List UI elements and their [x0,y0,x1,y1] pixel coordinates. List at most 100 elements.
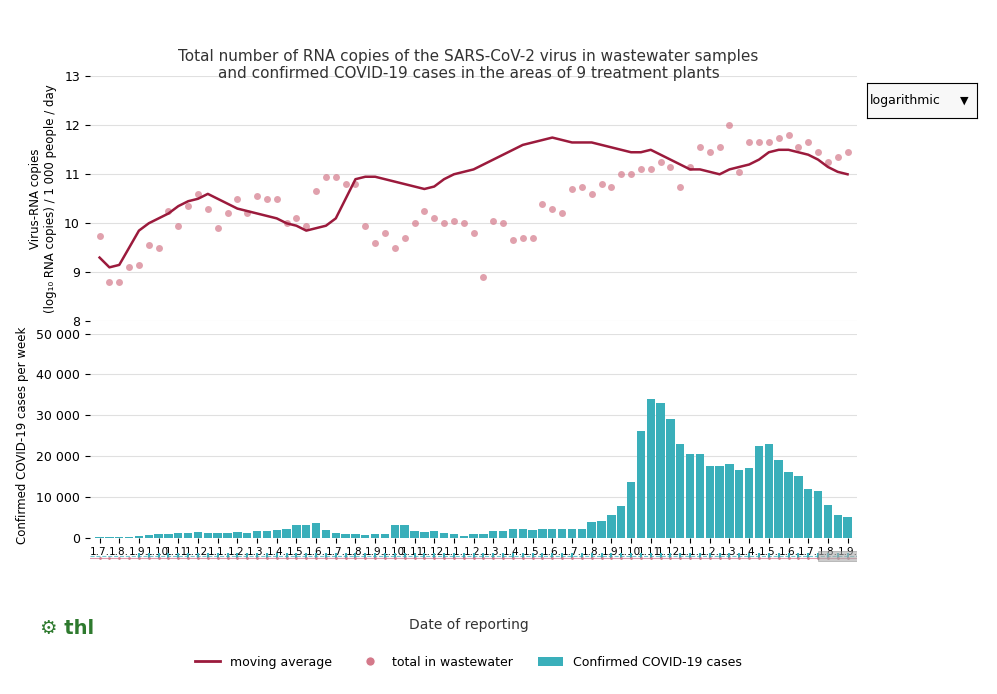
Point [554,208,570,219]
Bar [440,533,449,538]
Point [781,130,797,141]
Point [229,193,245,204]
Bar [233,532,241,538]
Point [259,193,275,204]
Point [151,242,166,253]
Bar [450,534,458,538]
Bar [420,532,429,538]
Bar [716,466,724,538]
Bar [765,443,773,538]
Bar [617,506,625,538]
Point [112,276,128,287]
Point [653,157,669,168]
Text: Date of reporting: Date of reporting [409,618,528,632]
Point [476,271,492,282]
Bar [332,533,340,538]
Bar [804,489,813,538]
Legend: moving average, total in wastewater, Confirmed COVID-19 cases: moving average, total in wastewater, Con… [190,651,747,674]
Bar [243,533,251,538]
Point [830,151,845,162]
Point [771,132,787,143]
Point [801,137,817,148]
Point [102,276,118,287]
Bar [145,535,153,538]
Bar [351,534,360,538]
Bar [272,530,281,538]
Point [583,188,599,199]
Bar [430,532,439,538]
Point [219,208,235,219]
Point [180,201,196,212]
Bar [548,529,556,538]
Bar [341,534,350,538]
Point [633,164,649,175]
Bar [637,432,645,538]
Point [524,232,540,244]
Bar [253,532,261,538]
Point [672,181,688,192]
Point [239,208,255,219]
Bar [706,466,714,538]
FancyBboxPatch shape [819,551,862,561]
Bar [686,454,694,538]
Point [436,218,452,229]
Bar [587,522,596,538]
Point [348,178,364,189]
Bar [282,530,291,538]
Bar [262,531,271,538]
Bar [745,468,754,538]
Bar [755,446,763,538]
Bar [203,533,212,538]
Point [613,169,629,180]
Bar [165,534,172,538]
Point [504,235,520,246]
Point [722,120,738,131]
Point [121,262,137,273]
Bar [213,533,222,538]
Bar [676,443,685,538]
Point [92,230,108,241]
Point [791,142,807,153]
Point [643,164,659,175]
Bar [814,491,823,538]
Point [544,203,560,214]
Bar [361,535,370,538]
Bar [656,403,665,538]
Point [466,228,482,239]
Point [741,137,757,148]
Point [486,215,501,226]
Point [692,142,708,153]
Point [417,205,433,217]
Point [357,220,373,231]
Bar [666,419,675,538]
Bar [302,525,310,538]
Bar [725,464,734,538]
Bar [735,471,744,538]
Point [603,181,619,192]
Bar [568,529,576,538]
Bar [401,525,409,538]
Point [662,162,678,173]
Point [170,220,186,231]
Point [456,218,472,229]
Point [190,188,206,199]
Point [839,146,855,158]
Point [446,215,462,226]
Bar [292,525,301,538]
Bar [371,534,379,538]
Bar [193,532,202,538]
Point [199,203,215,214]
Bar [607,515,615,538]
Bar [528,530,536,538]
Bar [470,534,478,538]
Point [593,178,609,189]
Bar [381,534,389,538]
Point [141,239,157,251]
Point [623,169,639,180]
Y-axis label: Virus-RNA copies
(log₁₀ RNA copies) / 1 000 people / day: Virus-RNA copies (log₁₀ RNA copies) / 1 … [29,85,57,313]
Text: ⚙ thl: ⚙ thl [40,620,94,638]
Point [308,186,324,197]
Bar [508,530,517,538]
Bar [558,530,566,538]
Point [367,237,383,248]
